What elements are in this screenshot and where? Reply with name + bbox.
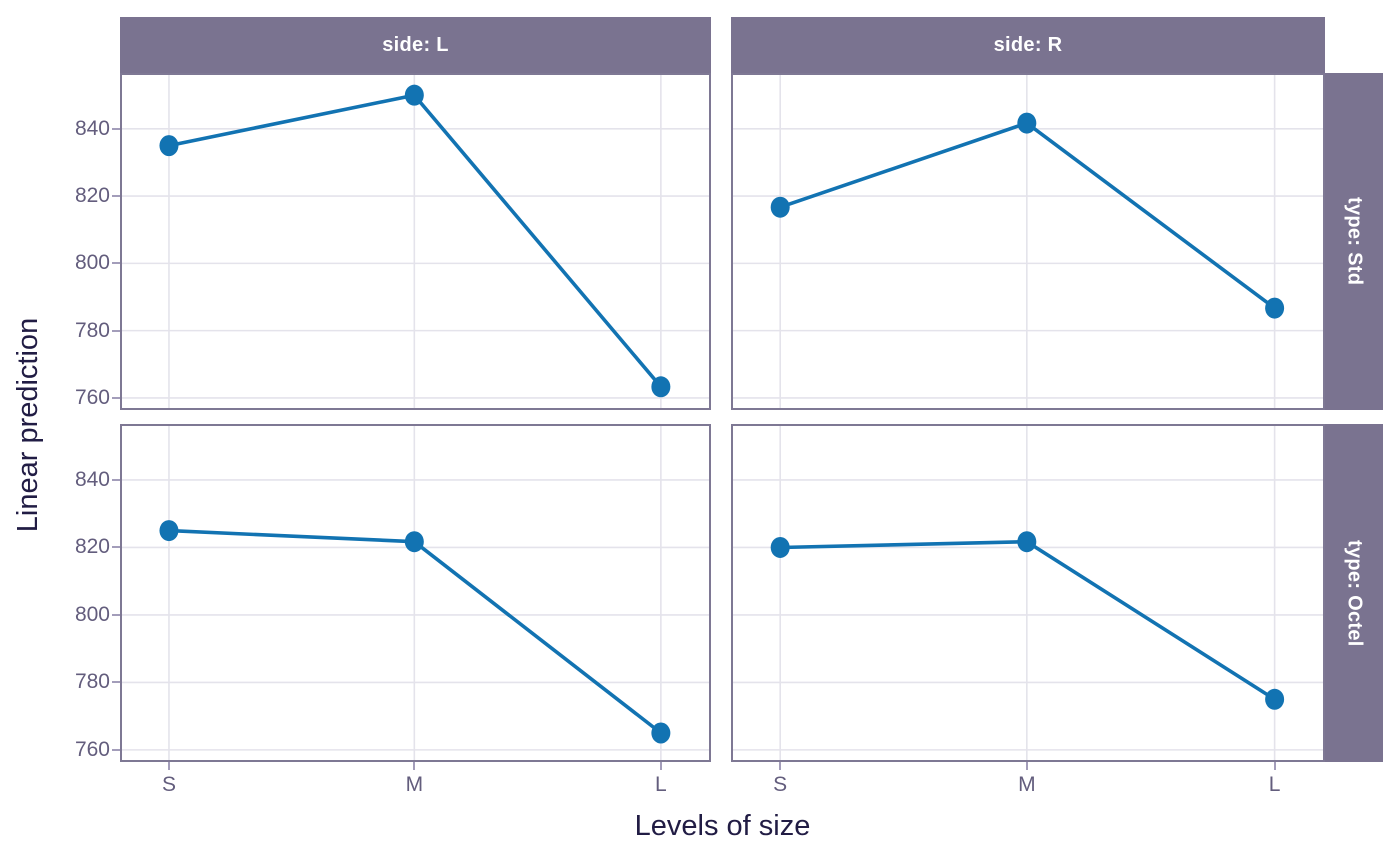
- y-tick-label: 780: [74, 670, 110, 694]
- panel-plot-svg: [122, 75, 709, 408]
- y-tick-label: 800: [74, 251, 110, 275]
- facet-strip-side-l: side: L: [120, 17, 711, 73]
- y-tick-mark: [112, 262, 120, 265]
- x-tick-label: M: [1018, 773, 1036, 796]
- facet-strip-type-std: type: Std: [1325, 73, 1383, 410]
- data-point-s: [770, 536, 790, 558]
- data-point-m: [1017, 112, 1037, 134]
- y-axis-title: Linear prediction: [12, 317, 44, 533]
- facet-strip-side-r-label: side: R: [993, 33, 1063, 56]
- data-point-s: [770, 196, 790, 218]
- panel-side-l-type-std: [120, 73, 711, 410]
- x-tick-label: S: [161, 773, 176, 796]
- data-point-s: [159, 520, 179, 542]
- data-point-m: [404, 531, 424, 553]
- data-point-s: [159, 135, 179, 157]
- panel-plot-svg: [122, 426, 709, 760]
- y-tick-mark: [112, 127, 120, 130]
- panel-side-r-type-octel: [731, 424, 1325, 762]
- y-tick-mark: [112, 478, 120, 481]
- facet-strip-type-octel: type: Octel: [1325, 424, 1383, 762]
- y-tick-mark: [112, 681, 120, 684]
- facet-strip-type-std-label: type: Std: [1343, 197, 1366, 286]
- x-tick-mark: [413, 762, 416, 770]
- data-point-m: [404, 84, 424, 106]
- panel-plot-svg: [733, 426, 1323, 760]
- data-point-l: [651, 376, 671, 398]
- y-tick-mark: [112, 613, 120, 616]
- facet-strip-type-octel-label: type: Octel: [1343, 539, 1366, 647]
- y-tick-mark: [112, 748, 120, 751]
- y-tick-label: 760: [74, 737, 110, 761]
- data-point-m: [1017, 531, 1037, 553]
- y-tick-label: 840: [74, 467, 110, 491]
- y-tick-mark: [112, 195, 120, 198]
- x-axis-title: Levels of size: [634, 810, 811, 842]
- x-tick-label: S: [773, 773, 788, 796]
- y-tick-mark: [112, 329, 120, 332]
- facet-strip-side-l-label: side: L: [382, 33, 449, 56]
- x-tick-label: L: [1268, 773, 1281, 796]
- panel-side-l-type-octel: [120, 424, 711, 762]
- x-tick-label: M: [405, 773, 424, 796]
- x-tick-label: L: [655, 773, 667, 796]
- y-tick-label: 780: [74, 318, 110, 342]
- x-tick-mark: [1273, 762, 1276, 770]
- data-point-l: [1265, 297, 1285, 319]
- y-tick-mark: [112, 396, 120, 399]
- y-tick-label: 820: [74, 535, 110, 559]
- y-tick-label: 820: [74, 184, 110, 208]
- x-tick-mark: [659, 762, 662, 770]
- x-tick-mark: [779, 762, 782, 770]
- data-point-l: [651, 722, 671, 744]
- x-tick-mark: [167, 762, 170, 770]
- y-tick-label: 800: [74, 602, 110, 626]
- y-tick-label: 760: [74, 385, 110, 409]
- x-tick-mark: [1025, 762, 1028, 770]
- data-point-l: [1265, 688, 1285, 710]
- panel-side-r-type-std: [731, 73, 1325, 410]
- y-tick-label: 840: [74, 116, 110, 140]
- y-tick-mark: [112, 546, 120, 549]
- panel-plot-svg: [733, 75, 1323, 408]
- facet-strip-side-r: side: R: [731, 17, 1325, 73]
